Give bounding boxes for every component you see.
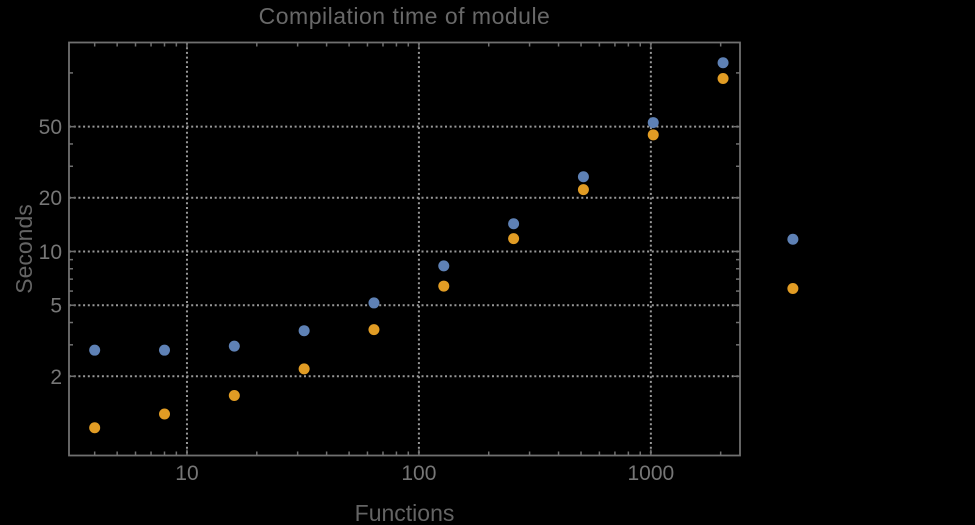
data-point-orange: [647, 129, 659, 141]
data-point-orange: [577, 184, 589, 196]
y-tick-label: 10: [39, 241, 62, 264]
data-point-orange: [508, 233, 520, 245]
data-point-orange: [717, 73, 729, 85]
y-tick-label: 2: [50, 366, 62, 389]
data-point-blue: [438, 260, 450, 272]
data-point-blue: [368, 297, 380, 309]
data-point-blue: [647, 117, 659, 129]
y-tick-label: 20: [39, 187, 62, 210]
data-point-orange: [787, 283, 799, 295]
data-point-blue: [577, 171, 589, 183]
y-tick-label: 50: [39, 116, 62, 139]
data-point-blue: [228, 340, 240, 352]
data-point-blue: [298, 325, 310, 337]
y-axis-label: Seconds: [11, 204, 37, 294]
data-point-orange: [228, 390, 240, 402]
data-point-blue: [508, 218, 520, 230]
x-tick-label: 100: [401, 462, 436, 485]
data-point-blue: [717, 57, 729, 69]
plot-frame: [68, 41, 741, 457]
data-point-orange: [368, 324, 380, 336]
x-tick-label: 10: [175, 462, 198, 485]
data-point-orange: [158, 408, 170, 420]
data-point-blue: [158, 344, 170, 356]
chart-title: Compilation time of module: [259, 3, 551, 29]
data-point-blue: [89, 344, 101, 356]
x-axis-label: Functions: [355, 500, 455, 525]
data-point-orange: [89, 422, 101, 434]
data-point-blue: [787, 233, 799, 245]
data-point-orange: [438, 280, 450, 292]
y-tick-label: 5: [50, 295, 62, 318]
x-tick-label: 1000: [627, 462, 674, 485]
data-point-orange: [298, 363, 310, 375]
